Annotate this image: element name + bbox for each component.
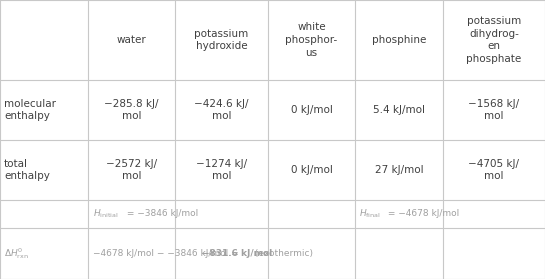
Text: −1274 kJ/
mol: −1274 kJ/ mol [196, 158, 247, 181]
Text: (exothermic): (exothermic) [252, 249, 313, 258]
Text: −285.8 kJ/
mol: −285.8 kJ/ mol [104, 98, 159, 121]
Text: −831.6 kJ/mol: −831.6 kJ/mol [202, 249, 272, 258]
Text: 5.4 kJ/mol: 5.4 kJ/mol [373, 105, 425, 115]
Text: $H_\mathrm{final}$: $H_\mathrm{final}$ [359, 208, 381, 220]
Text: potassium
dihydrog-
en
phosphate: potassium dihydrog- en phosphate [467, 16, 522, 64]
Text: $H_\mathrm{initial}$: $H_\mathrm{initial}$ [93, 208, 119, 220]
Text: 0 kJ/mol: 0 kJ/mol [290, 105, 332, 115]
Text: 0 kJ/mol: 0 kJ/mol [290, 165, 332, 175]
Text: −2572 kJ/
mol: −2572 kJ/ mol [106, 158, 157, 181]
Text: white
phosphor-
us: white phosphor- us [286, 22, 337, 58]
Text: total
enthalpy: total enthalpy [4, 158, 50, 181]
Text: water: water [117, 35, 147, 45]
Text: potassium
hydroxide: potassium hydroxide [195, 29, 249, 51]
Text: molecular
enthalpy: molecular enthalpy [4, 98, 56, 121]
Text: = −3846 kJ/mol: = −3846 kJ/mol [124, 210, 198, 218]
Text: phosphine: phosphine [372, 35, 426, 45]
Text: −424.6 kJ/
mol: −424.6 kJ/ mol [194, 98, 249, 121]
Text: −1568 kJ/
mol: −1568 kJ/ mol [469, 98, 519, 121]
Text: −4678 kJ/mol − −3846 kJ/mol =: −4678 kJ/mol − −3846 kJ/mol = [93, 249, 241, 258]
Text: = −4678 kJ/mol: = −4678 kJ/mol [385, 210, 459, 218]
Text: 27 kJ/mol: 27 kJ/mol [375, 165, 423, 175]
Text: $\Delta H^0_\mathrm{rxn}$: $\Delta H^0_\mathrm{rxn}$ [4, 246, 29, 261]
Text: −4705 kJ/
mol: −4705 kJ/ mol [469, 158, 519, 181]
